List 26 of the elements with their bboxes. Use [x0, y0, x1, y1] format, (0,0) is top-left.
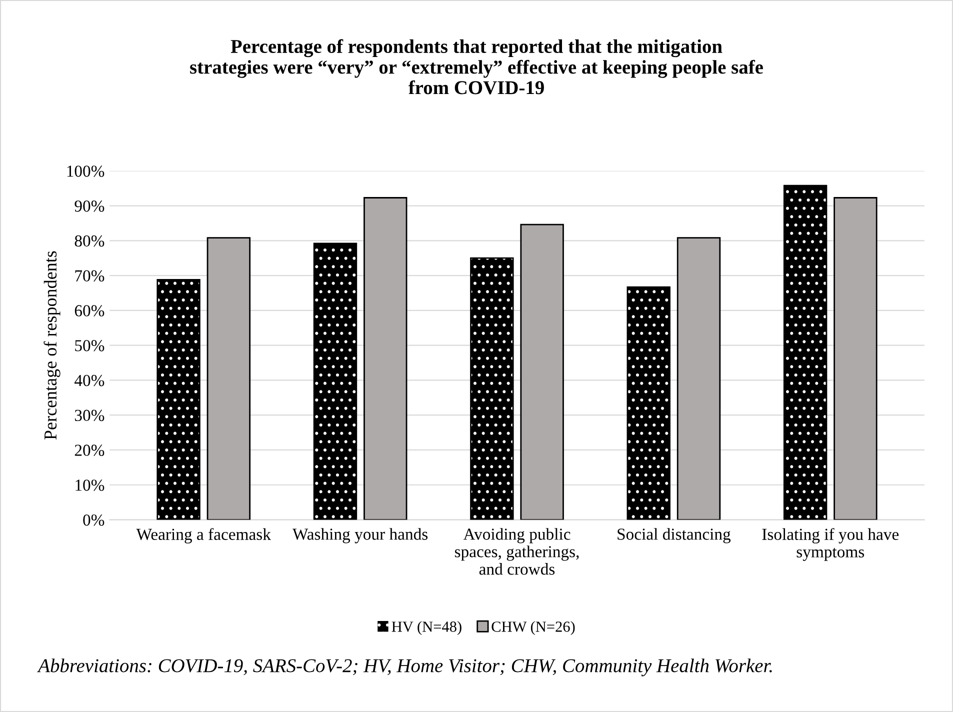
y-tick-label: 40%	[74, 374, 104, 386]
x-tick-label: Social distancing	[618, 528, 731, 544]
y-tick-label: 50%	[75, 340, 104, 352]
bar	[834, 197, 878, 520]
x-tick-label: Washing your hands	[292, 528, 428, 544]
y-tick-label: 100%	[67, 166, 104, 177]
bar	[676, 237, 721, 520]
x-tick-label: Isolating if you have symptoms	[762, 528, 899, 561]
x-tick-label: Avoiding public spaces, gatherings, and crowds	[454, 528, 579, 575]
y-tick-label: 20%	[74, 444, 104, 456]
x-tick-label: Wearing a facemask	[136, 528, 271, 544]
chart-title: Percentage of respondents that reported that the mitigation strategies were “very” or “extremely” effective at keeping people safe from COVID-19	[190, 39, 763, 94]
bar	[206, 237, 251, 520]
bar	[520, 224, 564, 520]
legend-label: HV (N=48)	[392, 621, 462, 635]
y-tick-label: 30%	[74, 410, 104, 422]
bar	[364, 197, 408, 520]
y-axis-title: Percentage of respondents	[44, 251, 60, 440]
text: Abbreviations: COVID-19, SARS-CoV-2; HV, Home Visitor; CHW, Community Health Worker.	[37, 658, 772, 676]
y-tick-label: 70%	[75, 270, 104, 282]
y-tick-label: 10%	[76, 480, 104, 491]
legend-label: CHW (N=26)	[492, 621, 575, 635]
y-tick-label: 60%	[74, 305, 104, 316]
y-tick-label: 90%	[74, 200, 104, 212]
y-tick-label: 80%	[74, 235, 104, 247]
y-tick-label: 0%	[83, 514, 104, 526]
